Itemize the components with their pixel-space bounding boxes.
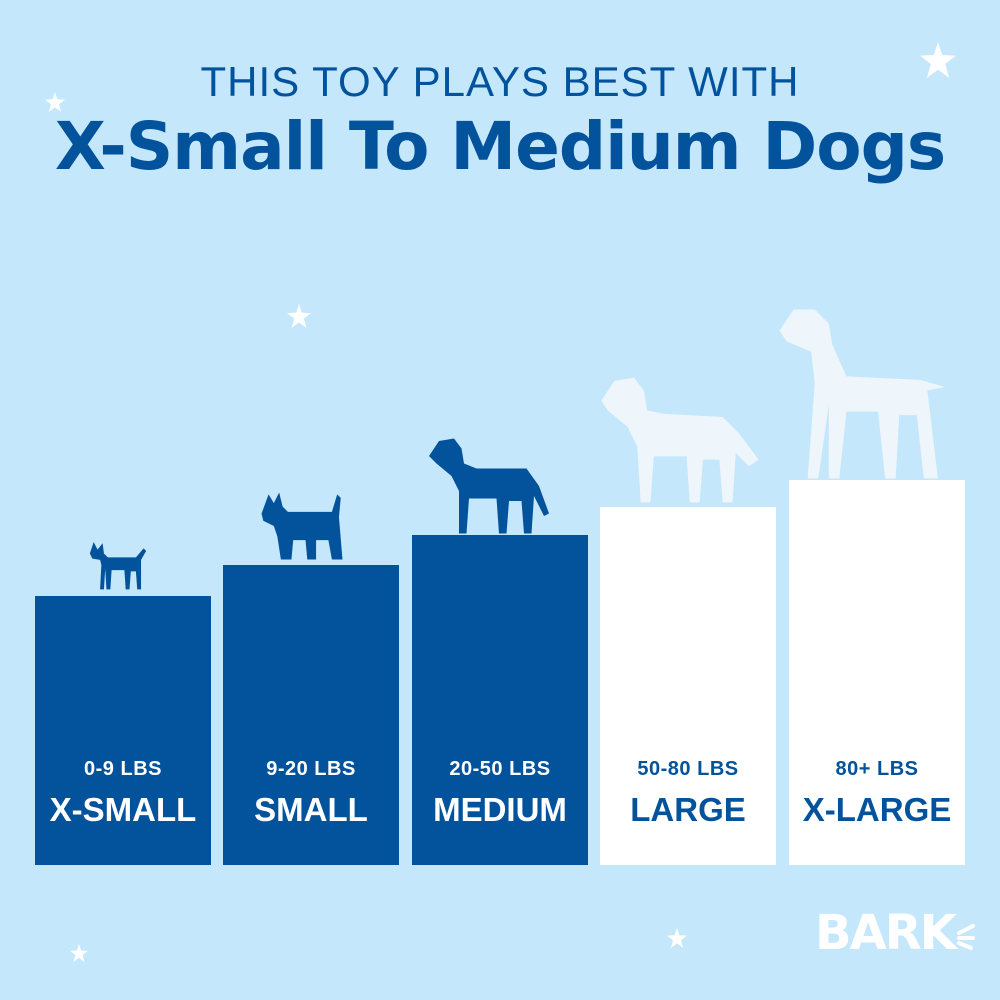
bark-lines-icon	[956, 924, 975, 950]
bark-logo: BARK	[815, 905, 977, 961]
size-bar-x-small: 0-9 LBS X-SMALL	[35, 596, 211, 865]
chihuahua-icon	[89, 541, 147, 590]
weight-range: 0-9 LBS	[84, 758, 162, 780]
star-icon	[920, 42, 956, 78]
retriever-icon	[601, 377, 759, 503]
size-label: MEDIUM	[433, 791, 567, 828]
weight-range: 9-20 LBS	[266, 758, 356, 780]
weight-range: 20-50 LBS	[449, 758, 551, 780]
page-title: X-Small To Medium Dogs	[54, 108, 946, 185]
star-icon	[667, 928, 687, 948]
size-bar-medium: 20-50 LBS MEDIUM	[412, 535, 588, 865]
logo-text: BARK	[815, 905, 957, 961]
star-icon	[287, 304, 311, 328]
labrador-icon	[429, 438, 549, 534]
size-bar-small: 9-20 LBS SMALL	[223, 565, 399, 865]
header-line1: THIS TOY PLAYS BEST WITH	[200, 58, 800, 105]
great-dane-icon	[779, 309, 945, 479]
size-label: X-LARGE	[802, 791, 952, 828]
star-icon	[45, 92, 65, 112]
size-label: LARGE	[630, 791, 746, 828]
weight-range: 80+ LBS	[835, 758, 919, 780]
size-bar-x-large: 80+ LBS X-LARGE	[789, 480, 965, 865]
weight-range: 50-80 LBS	[637, 758, 739, 780]
size-label: X-SMALL	[49, 791, 197, 828]
size-bar-large: 50-80 LBS LARGE	[600, 507, 776, 865]
terrier-icon	[261, 492, 343, 560]
size-label: SMALL	[254, 791, 368, 828]
star-icon	[70, 944, 88, 962]
